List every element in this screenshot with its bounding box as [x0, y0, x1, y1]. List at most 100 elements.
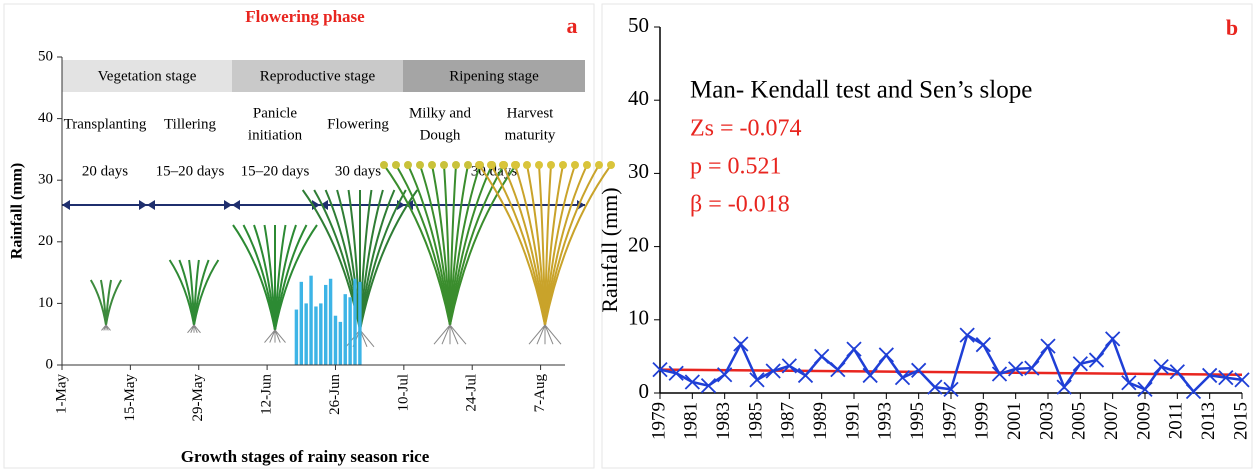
plant-grain: [595, 161, 603, 169]
panel-label: b: [1226, 15, 1238, 40]
stage-band: [403, 60, 585, 92]
x-axis-label: Growth stages of rainy season rice: [181, 447, 430, 466]
x-tick-label: 2003: [1036, 402, 1057, 440]
stage-band: [232, 60, 403, 92]
x-tick-label: 2009: [1133, 402, 1154, 440]
y-tick-label: 50: [38, 48, 53, 64]
x-tick-label: 1981: [681, 402, 702, 440]
plant-grain: [475, 161, 483, 169]
marker: [1040, 338, 1056, 354]
marker: [814, 348, 830, 365]
x-tick-label: 7-Aug: [532, 374, 548, 413]
plant-leaf: [395, 164, 451, 326]
plant-leaf: [544, 164, 612, 326]
phase-name: Transplanting: [64, 116, 147, 132]
plant-root: [441, 324, 451, 345]
phase-name: Panicle: [253, 105, 297, 121]
x-tick-label: 2013: [1198, 402, 1219, 440]
plant-root: [193, 324, 201, 334]
panel-frame: [601, 3, 1253, 469]
marker: [1105, 331, 1121, 347]
plant-root: [528, 324, 546, 345]
bar: [338, 321, 343, 365]
plant-root: [274, 329, 281, 343]
plant-grain: [559, 161, 567, 169]
x-tick-label: 1991: [842, 402, 863, 440]
plant-leaf: [105, 279, 123, 326]
phase-name: Harvest: [507, 105, 554, 121]
phase-name: initiation: [248, 127, 303, 143]
marker: [700, 378, 717, 394]
phase-name: Flowering: [327, 116, 389, 132]
x-tick-label: 15-May: [122, 374, 138, 422]
stage-name: Vegetation stage: [98, 68, 197, 84]
marker: [1169, 364, 1185, 380]
plant-root: [345, 329, 361, 348]
plant-grain: [392, 161, 400, 169]
marker: [1072, 356, 1088, 372]
x-tick-label: 1993: [875, 402, 896, 440]
plant-grain: [583, 161, 591, 169]
series-line: [659, 333, 1243, 394]
marker: [959, 327, 975, 343]
y-tick-label: 0: [639, 379, 650, 403]
marker: [862, 367, 878, 384]
stage-name: Reproductive stage: [260, 68, 376, 84]
marker: [894, 369, 911, 386]
plant-grain: [499, 161, 507, 169]
bar: [348, 297, 352, 365]
plant-leaf: [232, 224, 276, 331]
plant-grain: [452, 161, 460, 169]
marker: [846, 341, 862, 357]
bar: [358, 281, 362, 365]
panel-label: a: [567, 13, 578, 38]
bar: [304, 303, 308, 365]
plant-grain: [511, 161, 519, 169]
y-axis-label: Rainfall (mm): [597, 187, 622, 312]
x-tick-label: 10-Jul: [395, 374, 411, 412]
marker: [878, 347, 894, 363]
x-tick-label: 1999: [972, 402, 993, 440]
bar: [323, 284, 328, 365]
plant-leaf: [544, 164, 600, 326]
plant-grain: [380, 161, 388, 169]
x-tick-label: 1989: [810, 402, 831, 440]
bar: [333, 315, 338, 365]
trend-line: [659, 368, 1243, 376]
x-tick-label: 1995: [907, 402, 928, 440]
marker: [733, 336, 749, 352]
plant-root: [449, 324, 459, 345]
plant-root: [544, 324, 562, 345]
x-tick-label: 24-Jul: [464, 374, 480, 412]
x-tick-label: 1983: [713, 402, 734, 440]
x-tick-label: 1-May: [53, 374, 69, 414]
x-tick-label: 2005: [1069, 402, 1090, 440]
plant-grain: [416, 161, 424, 169]
phase-duration: 20 days: [82, 163, 128, 179]
annotation: Zs = -0.074: [690, 116, 802, 142]
stage-name: Ripening stage: [449, 68, 539, 84]
x-tick-label: 2011: [1166, 402, 1187, 439]
plant-root: [359, 329, 375, 348]
x-tick-label: 12-Jun: [259, 374, 275, 415]
y-tick-label: 20: [38, 233, 53, 249]
marker: [975, 337, 991, 353]
bar: [343, 294, 347, 365]
bar: [299, 281, 304, 365]
marker: [668, 365, 684, 381]
plant-leaf: [193, 259, 220, 326]
marker: [1153, 359, 1169, 375]
marker: [943, 381, 959, 397]
plant-root: [274, 329, 286, 343]
y-tick-label: 20: [628, 232, 649, 256]
marker: [830, 361, 846, 378]
marker: [749, 372, 765, 388]
panel-frame: [3, 3, 595, 469]
marker: [1234, 372, 1250, 388]
marker: [1137, 381, 1153, 397]
phase-name: Dough: [420, 127, 461, 143]
plant-grain: [607, 161, 615, 169]
marker: [765, 363, 781, 379]
bar: [319, 303, 323, 365]
